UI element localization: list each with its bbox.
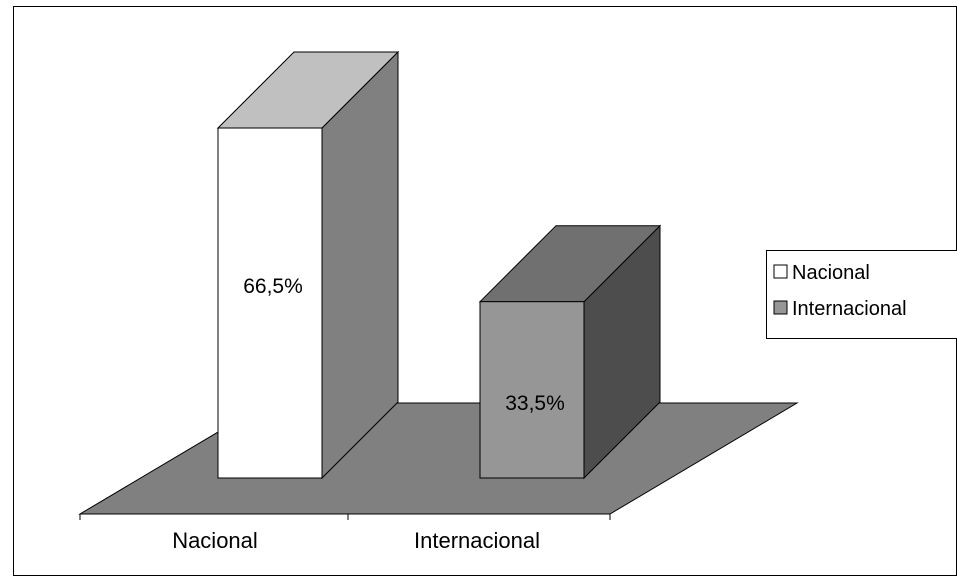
category-label-internacional: Internacional [414, 528, 540, 553]
legend-label-nacional: Nacional [792, 262, 870, 284]
bar-front-internacional [480, 302, 584, 478]
data-label-nacional: 66,5% [243, 275, 303, 298]
legend: Nacional Internacional [767, 251, 957, 339]
data-label-internacional: 33,5% [505, 392, 565, 415]
legend-label-internacional: Internacional [792, 298, 907, 320]
legend-swatch-internacional [774, 301, 787, 314]
bar-nacional [218, 52, 398, 478]
bar-front-nacional [218, 128, 322, 478]
legend-swatch-nacional [774, 265, 787, 278]
category-label-nacional: Nacional [172, 528, 258, 553]
